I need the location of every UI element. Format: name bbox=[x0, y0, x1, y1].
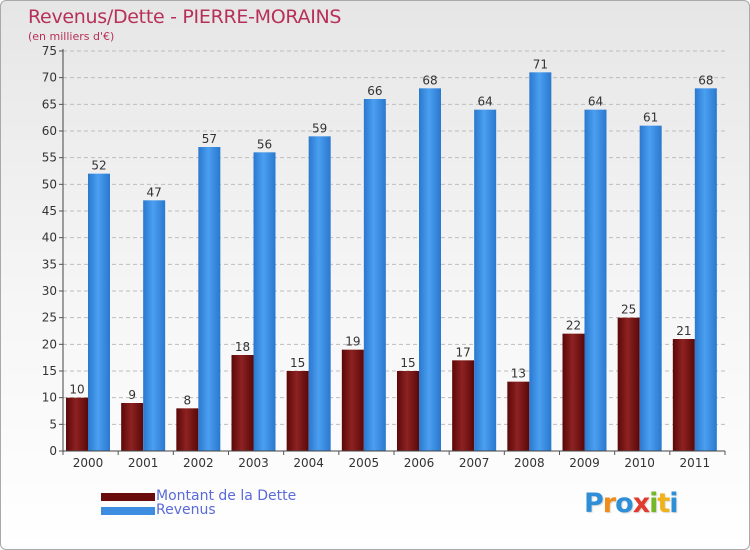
bar-dette bbox=[66, 397, 88, 451]
legend-swatch-revenus bbox=[101, 507, 155, 515]
data-label-revenus: 52 bbox=[91, 159, 106, 173]
bar-dette bbox=[176, 408, 199, 451]
y-tick-label: 25 bbox=[42, 311, 57, 325]
logo-letter: i bbox=[669, 488, 678, 519]
data-label-dette: 15 bbox=[400, 356, 415, 370]
x-tick-label: 2001 bbox=[128, 456, 159, 470]
bar-revenus bbox=[474, 109, 497, 452]
data-label-dette: 21 bbox=[676, 324, 691, 338]
bar-dette bbox=[562, 333, 585, 451]
bar-revenus bbox=[308, 136, 331, 452]
bar-revenus bbox=[143, 200, 166, 451]
bar-dette bbox=[286, 371, 309, 451]
data-label-revenus: 64 bbox=[588, 95, 603, 109]
logo-letter: i bbox=[649, 488, 658, 519]
x-tick-label: 2006 bbox=[404, 456, 435, 470]
data-label-dette: 13 bbox=[511, 367, 526, 381]
bar-revenus bbox=[363, 99, 386, 451]
y-tick-label: 10 bbox=[42, 391, 57, 405]
x-tick-label: 2003 bbox=[238, 456, 269, 470]
x-tick-label: 2009 bbox=[569, 456, 600, 470]
bar-dette bbox=[617, 317, 640, 451]
bar-revenus bbox=[694, 88, 717, 451]
data-label-revenus: 47 bbox=[147, 185, 162, 199]
logo-letter: t bbox=[657, 488, 670, 519]
logo-letter: o bbox=[615, 488, 634, 519]
bar-dette bbox=[341, 349, 364, 451]
data-label-dette: 8 bbox=[184, 393, 192, 407]
data-label-revenus: 59 bbox=[312, 121, 327, 135]
bar-revenus bbox=[419, 88, 441, 451]
x-tick-label: 2002 bbox=[183, 456, 214, 470]
legend-label-revenus: Revenus bbox=[156, 502, 216, 518]
bar-revenus bbox=[198, 147, 221, 451]
data-label-revenus: 57 bbox=[202, 132, 217, 146]
bar-dette bbox=[121, 403, 144, 451]
data-label-dette: 22 bbox=[566, 319, 581, 333]
data-label-dette: 25 bbox=[621, 303, 636, 317]
data-label-revenus: 56 bbox=[257, 137, 272, 151]
x-tick-label: 2008 bbox=[514, 456, 545, 470]
data-label-revenus: 68 bbox=[422, 73, 437, 87]
data-label-dette: 19 bbox=[345, 335, 360, 349]
data-label-revenus: 71 bbox=[533, 57, 548, 71]
y-tick-label: 40 bbox=[42, 231, 57, 245]
y-tick-label: 5 bbox=[49, 417, 57, 431]
legend-swatch-dette bbox=[101, 493, 155, 501]
bar-dette bbox=[672, 339, 695, 451]
y-tick-label: 35 bbox=[42, 257, 57, 271]
logo-letter: P bbox=[584, 488, 604, 519]
legend-label-dette: Montant de la Dette bbox=[156, 488, 297, 504]
data-label-revenus: 64 bbox=[478, 95, 493, 109]
chart-subtitle: (en milliers d'€) bbox=[28, 30, 115, 43]
bar-revenus bbox=[584, 109, 607, 452]
bar-dette bbox=[452, 360, 475, 451]
bar-dette bbox=[231, 355, 254, 451]
data-label-dette: 15 bbox=[290, 356, 305, 370]
y-tick-label: 30 bbox=[42, 284, 57, 298]
bar-dette bbox=[397, 371, 419, 451]
data-label-revenus: 61 bbox=[643, 111, 658, 125]
logo-letter: r bbox=[602, 488, 616, 519]
y-tick-label: 20 bbox=[42, 337, 57, 351]
y-tick-label: 70 bbox=[42, 71, 57, 85]
data-label-dette: 9 bbox=[128, 388, 136, 402]
y-tick-label: 55 bbox=[42, 151, 57, 165]
y-tick-label: 15 bbox=[42, 364, 57, 378]
data-label-dette: 18 bbox=[235, 340, 250, 354]
x-tick-label: 2000 bbox=[73, 456, 104, 470]
data-label-revenus: 66 bbox=[367, 84, 382, 98]
bar-revenus bbox=[529, 72, 552, 451]
y-tick-label: 75 bbox=[42, 44, 57, 58]
bar-dette bbox=[507, 381, 530, 451]
bar-revenus bbox=[639, 125, 662, 452]
y-tick-label: 50 bbox=[42, 177, 57, 191]
x-tick-label: 2004 bbox=[293, 456, 324, 470]
x-tick-label: 2011 bbox=[680, 456, 711, 470]
data-label-revenus: 68 bbox=[698, 73, 713, 87]
data-label-dette: 10 bbox=[69, 383, 84, 397]
y-tick-label: 45 bbox=[42, 204, 57, 218]
y-tick-label: 0 bbox=[49, 444, 57, 458]
x-tick-label: 2005 bbox=[349, 456, 380, 470]
y-tick-label: 60 bbox=[42, 124, 57, 138]
proxiti-logo: Proxiti bbox=[584, 488, 679, 519]
y-tick-label: 65 bbox=[42, 97, 57, 111]
x-tick-label: 2010 bbox=[624, 456, 655, 470]
logo-letter: x bbox=[632, 488, 650, 519]
chart-title: Revenus/Dette - PIERRE-MORAINS bbox=[28, 6, 342, 28]
data-label-dette: 17 bbox=[456, 345, 471, 359]
bar-revenus bbox=[253, 152, 276, 452]
bar-revenus bbox=[88, 173, 110, 451]
x-tick-label: 2007 bbox=[459, 456, 490, 470]
